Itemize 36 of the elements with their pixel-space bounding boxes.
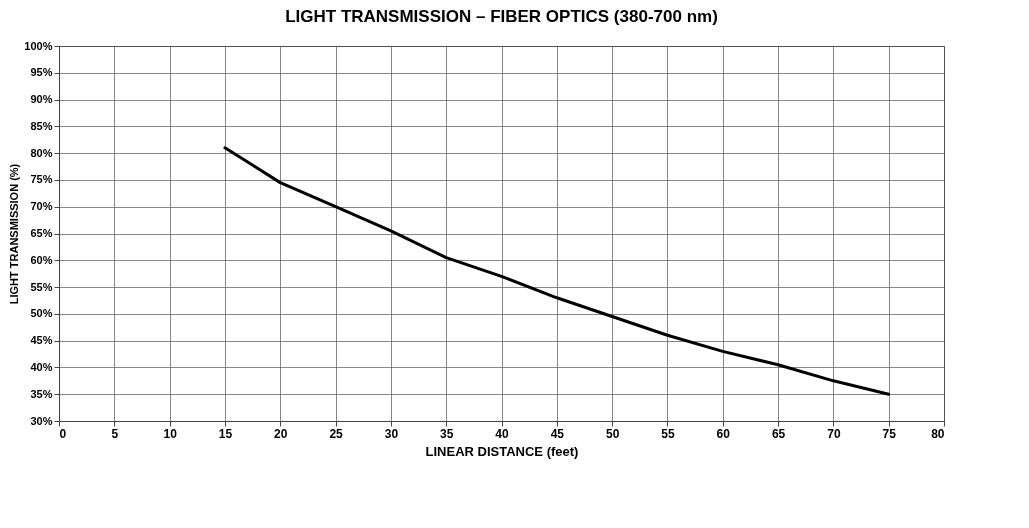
- x-tick-label: 50: [605, 426, 620, 441]
- y-tick-label: 100%: [24, 39, 53, 52]
- line-series: [223, 146, 891, 396]
- x-tick-label: 0: [59, 426, 67, 441]
- y-tick-label: 90%: [30, 93, 53, 106]
- x-tick-label: 5: [111, 426, 119, 441]
- y-tick-label: 95%: [30, 66, 53, 79]
- y-tick-label: 75%: [30, 173, 53, 186]
- x-tick-label: 80: [931, 426, 945, 441]
- x-tick-label: 25: [329, 426, 344, 441]
- x-tick-label: 60: [716, 426, 731, 441]
- y-tick-label: 30%: [30, 414, 53, 427]
- y-tick-label: 85%: [30, 119, 53, 132]
- x-tick-label: 65: [771, 426, 786, 441]
- y-tick-label: 40%: [30, 360, 53, 373]
- x-tick-label: 70: [827, 426, 841, 441]
- y-tick-label: 50%: [30, 307, 53, 320]
- x-tick-label: 40: [495, 426, 509, 441]
- y-tick-label: 35%: [30, 387, 53, 400]
- y-tick-label: 70%: [30, 200, 53, 213]
- y-tick-label: 55%: [30, 280, 53, 293]
- y-axis-title: LIGHT TRANSMISSION (%): [8, 163, 21, 305]
- y-tick-label: 45%: [30, 334, 53, 347]
- y-tick-label: 80%: [30, 146, 53, 159]
- chart-title: LIGHT TRANSMISSION – FIBER OPTICS (380-700 nm): [285, 7, 718, 26]
- x-tick-label: 55: [661, 426, 675, 441]
- x-tick-label: 35: [440, 426, 454, 441]
- x-tick-label: 10: [163, 426, 178, 441]
- x-tick-label: 20: [274, 426, 288, 441]
- x-tick-label: 75: [882, 426, 897, 441]
- x-tick-label: 30: [384, 426, 399, 441]
- x-tick-label: 45: [550, 426, 565, 441]
- x-tick-label: 15: [218, 426, 233, 441]
- y-tick-label: 65%: [30, 227, 53, 239]
- y-tick-label: 60%: [30, 253, 53, 266]
- x-axis-title: LINEAR DISTANCE (feet): [425, 443, 579, 459]
